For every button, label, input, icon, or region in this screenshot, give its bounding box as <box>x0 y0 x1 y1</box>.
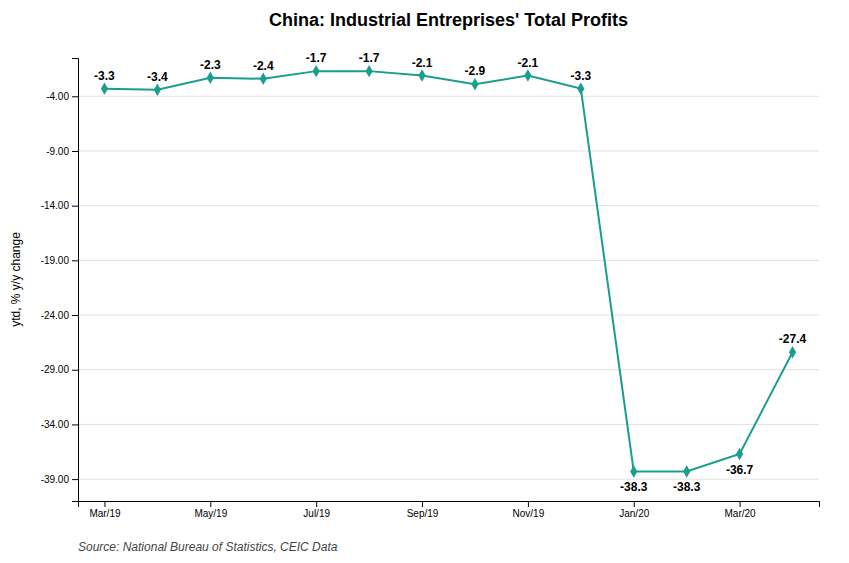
line <box>104 71 792 471</box>
grid-line <box>78 260 819 261</box>
data-label: -2.1 <box>518 56 539 70</box>
data-label: -38.3 <box>620 480 648 494</box>
marks <box>101 65 796 478</box>
y-axis-line <box>72 59 79 502</box>
y-tick-mark <box>72 206 78 207</box>
y-tick: -19.00 <box>41 255 78 266</box>
y-tick-label: -9.00 <box>46 146 69 157</box>
x-axis: Mar/19 May/19 Jul/19 Sep/19 Nov/19 Jan/20 Mar/… <box>79 501 820 519</box>
x-tick-mark <box>316 501 317 507</box>
y-tick: -9.00 <box>46 146 78 157</box>
y-tick: -29.00 <box>41 364 78 375</box>
y-tick: -34.00 <box>41 419 78 430</box>
x-tick: May/19 <box>194 501 227 519</box>
y-tick-mark <box>72 424 78 425</box>
marker <box>313 65 320 77</box>
y-tick-label: -34.00 <box>41 419 70 430</box>
data-label: -3.3 <box>570 69 591 83</box>
x-tick-label: Jan/20 <box>619 508 649 519</box>
x-tick-label: Mar/19 <box>89 508 121 519</box>
data-label: -2.1 <box>412 56 433 70</box>
grid-line <box>78 205 819 206</box>
marker <box>736 448 743 460</box>
y-tick: -4.00 <box>46 91 78 102</box>
grid-line <box>78 150 819 151</box>
x-tick: Sep/19 <box>407 501 439 519</box>
marker <box>577 82 584 94</box>
x-axis-line <box>79 502 820 508</box>
data-label: -1.7 <box>359 51 380 65</box>
y-tick-mark <box>72 315 78 316</box>
y-tick-mark <box>72 479 78 480</box>
source: Source: National Bureau of Statistics, C… <box>78 540 338 554</box>
plot: -4.00 -9.00 -14.00 -19.00 -24.00 -29.00 -34.00… <box>41 51 820 519</box>
x-tick-mark <box>740 501 741 507</box>
y-axis: -4.00 -9.00 -14.00 -19.00 -24.00 -29.00 -34.00… <box>41 59 79 502</box>
y-tick-label: -29.00 <box>41 364 70 375</box>
y-tick-mark <box>72 96 78 97</box>
grid-line <box>78 424 819 425</box>
data-labels: -3.3 -3.4 -2.3 -2.4 -1.7 -1.7 -2.1 -2.9 -2.1 -3.3… <box>94 51 806 494</box>
marker <box>260 73 267 85</box>
x-tick-mark <box>104 501 105 507</box>
y-tick-label: -14.00 <box>41 200 70 211</box>
marker <box>471 78 478 90</box>
x-tick-label: Sep/19 <box>407 508 439 519</box>
data-label: -1.7 <box>306 51 327 65</box>
marker <box>630 465 637 477</box>
x-tick-mark <box>422 501 423 507</box>
marker <box>524 69 531 81</box>
data-label: -2.4 <box>253 59 274 73</box>
marker <box>366 65 373 77</box>
x-tick: Mar/19 <box>89 501 121 519</box>
data-label: -36.7 <box>726 463 754 477</box>
data-label: -38.3 <box>673 480 701 494</box>
y-tick: -24.00 <box>41 310 78 321</box>
x-tick-mark <box>528 501 529 507</box>
y-tick-label: -24.00 <box>41 310 70 321</box>
marker <box>207 71 214 83</box>
y-tick: -39.00 <box>41 474 78 485</box>
data-label: -3.3 <box>94 69 115 83</box>
y-tick-mark <box>72 151 78 152</box>
marker <box>418 69 425 81</box>
x-tick-label: Jul/19 <box>303 508 330 519</box>
y-axis-title: ytd, % y/y change <box>9 232 23 327</box>
x-tick-label: Nov/19 <box>513 508 545 519</box>
data-label: -3.4 <box>147 70 168 84</box>
data-label: -2.9 <box>465 64 486 78</box>
y-tick-mark <box>72 370 78 371</box>
y-tick: -14.00 <box>41 200 78 211</box>
chart: -4.00 -9.00 -14.00 -19.00 -24.00 -29.00 -34.00… <box>0 0 849 563</box>
y-tick-mark <box>72 260 78 261</box>
x-tick-label: Mar/20 <box>725 508 757 519</box>
marker <box>101 82 108 94</box>
x-tick-mark <box>634 501 635 507</box>
x-tick: Jan/20 <box>619 501 649 519</box>
x-tick: Mar/20 <box>725 501 757 519</box>
title: China: Industrial Entreprises' Total Pro… <box>269 10 628 30</box>
y-tick-label: -4.00 <box>46 91 69 102</box>
grid-line <box>78 479 819 480</box>
grid-line <box>78 96 819 97</box>
x-tick-mark <box>210 501 211 507</box>
x-tick: Jul/19 <box>303 501 330 519</box>
x-tick-label: May/19 <box>194 508 227 519</box>
grid-line <box>78 315 819 316</box>
data-label: -27.4 <box>779 332 807 346</box>
marker <box>789 346 796 358</box>
grid <box>78 96 819 479</box>
grid-line <box>78 369 819 370</box>
y-tick-label: -19.00 <box>41 255 70 266</box>
marker <box>154 83 161 95</box>
y-tick-label: -39.00 <box>41 474 70 485</box>
data-label: -2.3 <box>200 58 221 72</box>
x-tick: Nov/19 <box>513 501 545 519</box>
marker <box>683 465 690 477</box>
